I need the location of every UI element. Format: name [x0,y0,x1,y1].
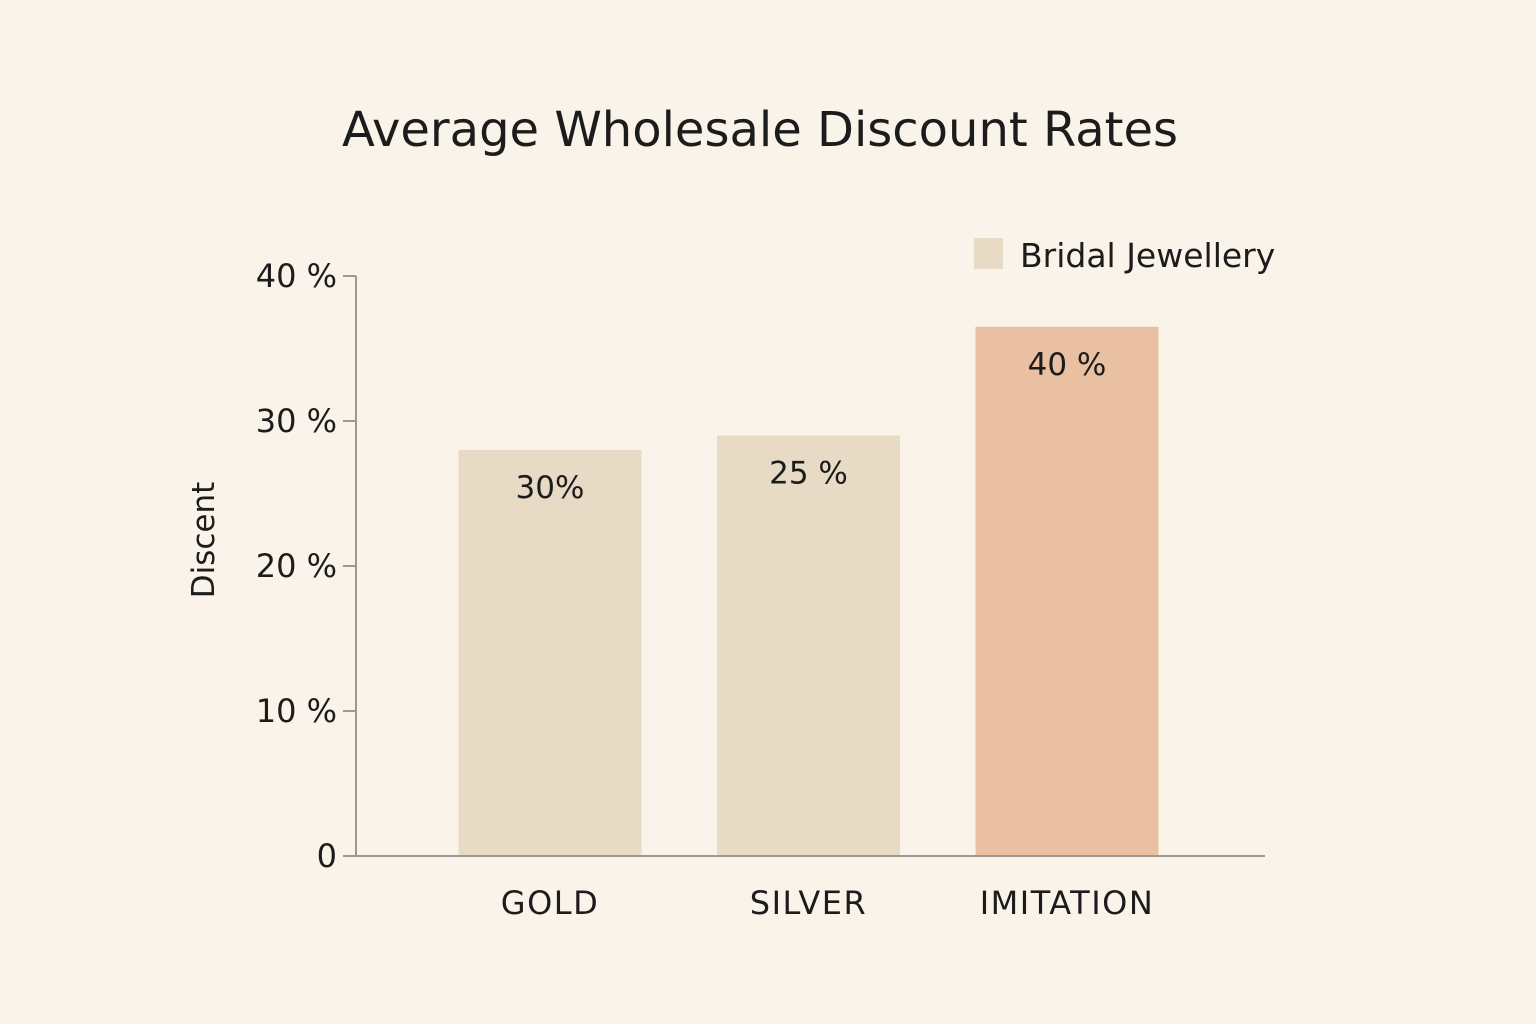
y-tick-label: 30 % [256,402,337,440]
bars: 30% 25 % 40 % [458,326,1159,856]
bar-silver [717,435,900,856]
y-tick-label: 0 [317,837,337,875]
legend-swatch [974,238,1003,269]
legend-label: Bridal Jewellery [1020,236,1275,275]
y-tick-label: 20 % [256,547,337,585]
data-label-silver: 25 % [769,456,848,492]
data-label-gold: 30% [516,470,585,506]
x-tick-label-imitation: IMITATION [980,884,1155,922]
y-tick-label: 10 % [256,692,337,730]
y-axis-title: Discent [186,482,222,599]
y-tick-label: 40 % [256,257,337,295]
x-tick-label-gold: GOLD [501,884,599,922]
x-tick-label-silver: SILVER [750,884,867,922]
data-label-imitation: 40 % [1028,347,1107,383]
legend: Bridal Jewellery [974,236,1275,275]
chart-title: Average Wholesale Discount Rates [342,102,1178,158]
bar-gold [458,450,642,856]
x-axis-labels: GOLD SILVER IMITATION [501,884,1155,922]
bar-imitation [975,326,1159,856]
y-axis-ticks: 0 10 % 20 % 30 % 40 % [256,257,356,875]
